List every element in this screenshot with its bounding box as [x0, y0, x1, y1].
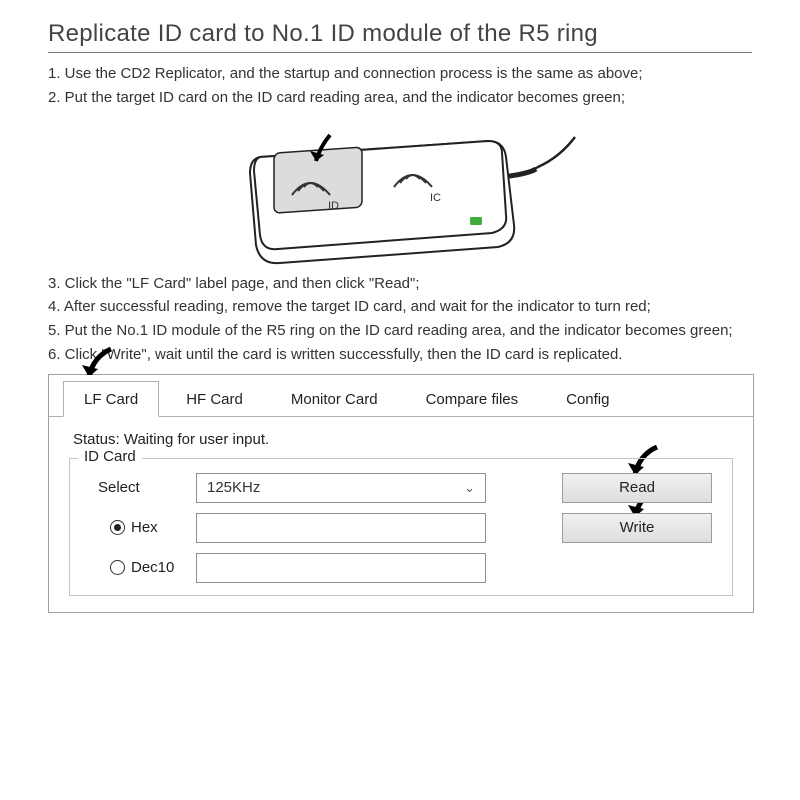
frequency-select[interactable]: 125KHz ⌄ — [196, 473, 486, 503]
instruction-step: 6. Click "Write", wait until the card is… — [48, 344, 752, 366]
indicator-led — [470, 217, 482, 225]
ic-pad-label: IC — [430, 192, 441, 204]
tab-hf-card[interactable]: HF Card — [165, 381, 264, 417]
hex-input[interactable] — [196, 513, 486, 543]
radio-dec10[interactable]: Dec10 — [98, 559, 196, 576]
tab-strip: LF Card HF Card Monitor Card Compare fil… — [49, 375, 753, 417]
radio-hex[interactable]: Hex — [98, 519, 196, 536]
id-pad-label: ID — [328, 200, 339, 212]
radio-hex-label: Hex — [131, 519, 158, 536]
tab-config[interactable]: Config — [545, 381, 630, 417]
device-illustration: ID IC — [48, 117, 752, 267]
group-legend: ID Card — [78, 448, 142, 465]
chevron-down-icon: ⌄ — [464, 480, 475, 496]
instruction-step: 3. Click the "LF Card" label page, and t… — [48, 273, 752, 295]
select-label: Select — [86, 479, 196, 496]
dec10-input[interactable] — [196, 553, 486, 583]
instruction-step: 1. Use the CD2 Replicator, and the start… — [48, 63, 752, 85]
instruction-step: 5. Put the No.1 ID module of the R5 ring… — [48, 320, 752, 342]
read-button[interactable]: Read — [562, 473, 712, 503]
page-title: Replicate ID card to No.1 ID module of t… — [48, 20, 752, 53]
id-card-group: ID Card Select 125KHz ⌄ Read — [69, 458, 733, 596]
instruction-step: 4. After successful reading, remove the … — [48, 296, 752, 318]
tab-monitor-card[interactable]: Monitor Card — [270, 381, 399, 417]
instruction-step: 2. Put the target ID card on the ID card… — [48, 87, 752, 109]
tab-lf-card[interactable]: LF Card — [63, 381, 159, 417]
app-window: LF Card HF Card Monitor Card Compare fil… — [48, 374, 754, 613]
status-text: Status: Waiting for user input. — [73, 431, 733, 448]
tab-compare-files[interactable]: Compare files — [405, 381, 540, 417]
write-button[interactable]: Write — [562, 513, 712, 543]
radio-dec10-label: Dec10 — [131, 559, 174, 576]
select-value: 125KHz — [207, 479, 260, 496]
